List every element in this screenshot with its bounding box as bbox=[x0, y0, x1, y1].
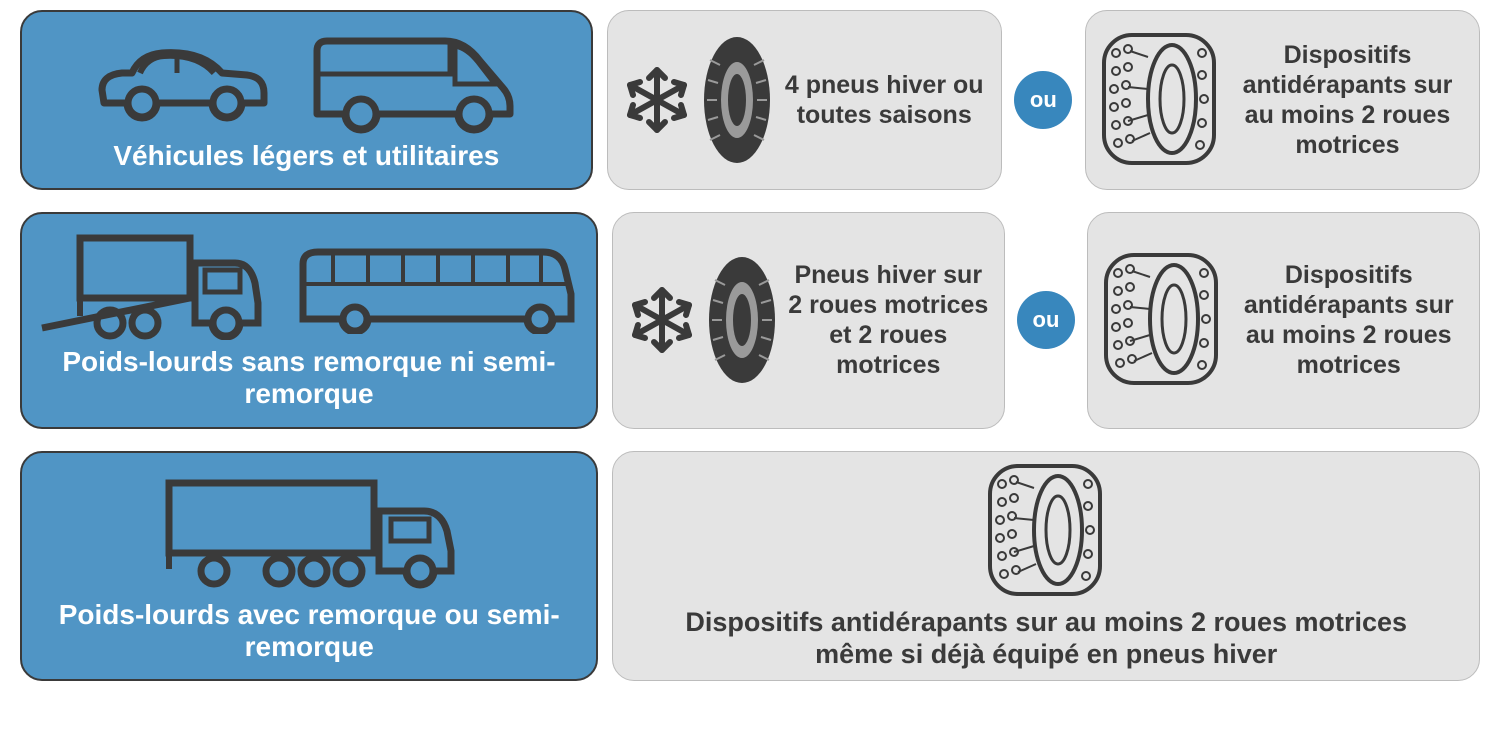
truck-dump-icon bbox=[40, 228, 265, 340]
option-text: Pneus hiver sur 2 roues motrices et 2 ro… bbox=[787, 260, 990, 380]
truck-trailer-icon bbox=[159, 471, 459, 589]
row-2: Poids-lourds sans remorque ni semi-remor… bbox=[20, 212, 1480, 428]
row-3: Poids-lourds avec remorque ou semi-remor… bbox=[20, 451, 1480, 682]
category-icons bbox=[40, 467, 578, 593]
tire-chain-icon bbox=[1100, 31, 1220, 169]
category-icons bbox=[40, 228, 578, 340]
snowflake-icon bbox=[622, 65, 692, 135]
tire-icon bbox=[707, 255, 777, 385]
tire-chain-icon bbox=[1102, 251, 1222, 389]
bus-icon bbox=[293, 234, 578, 334]
option-text: Dispositifs antidérapants sur au moins 2… bbox=[1230, 40, 1465, 160]
tire-chain-icon bbox=[986, 462, 1106, 600]
category-label: Poids-lourds avec remorque ou semi-remor… bbox=[40, 599, 578, 663]
option-winter-tires: 4 pneus hiver ou toutes saisons bbox=[607, 10, 1002, 190]
snowflake-icon bbox=[627, 285, 697, 355]
category-heavy-no-trailer: Poids-lourds sans remorque ni semi-remor… bbox=[20, 212, 598, 428]
option-text: Dispositifs antidérapants sur au moins 2… bbox=[627, 606, 1465, 671]
category-label: Poids-lourds sans remorque ni semi-remor… bbox=[40, 346, 578, 410]
or-badge: ou bbox=[1017, 291, 1075, 349]
option-text: 4 pneus hiver ou toutes saisons bbox=[782, 70, 987, 130]
category-light-vehicles: Véhicules légers et utilitaires bbox=[20, 10, 593, 190]
category-label: Véhicules légers et utilitaires bbox=[113, 140, 499, 172]
category-icons bbox=[40, 26, 573, 134]
row-1: Véhicules légers et utilitaires 4 pneus … bbox=[20, 10, 1480, 190]
or-badge: ou bbox=[1014, 71, 1072, 129]
option-winter-tires: Pneus hiver sur 2 roues motrices et 2 ro… bbox=[612, 212, 1005, 428]
option-chains-only: Dispositifs antidérapants sur au moins 2… bbox=[612, 451, 1480, 682]
option-text: Dispositifs antidérapants sur au moins 2… bbox=[1232, 260, 1465, 380]
van-icon bbox=[305, 26, 520, 134]
tire-icon bbox=[702, 35, 772, 165]
or-separator: ou bbox=[1019, 212, 1074, 428]
option-chains: Dispositifs antidérapants sur au moins 2… bbox=[1085, 10, 1480, 190]
option-chains: Dispositifs antidérapants sur au moins 2… bbox=[1087, 212, 1480, 428]
car-icon bbox=[92, 35, 277, 125]
category-heavy-with-trailer: Poids-lourds avec remorque ou semi-remor… bbox=[20, 451, 598, 682]
or-separator: ou bbox=[1016, 10, 1071, 190]
